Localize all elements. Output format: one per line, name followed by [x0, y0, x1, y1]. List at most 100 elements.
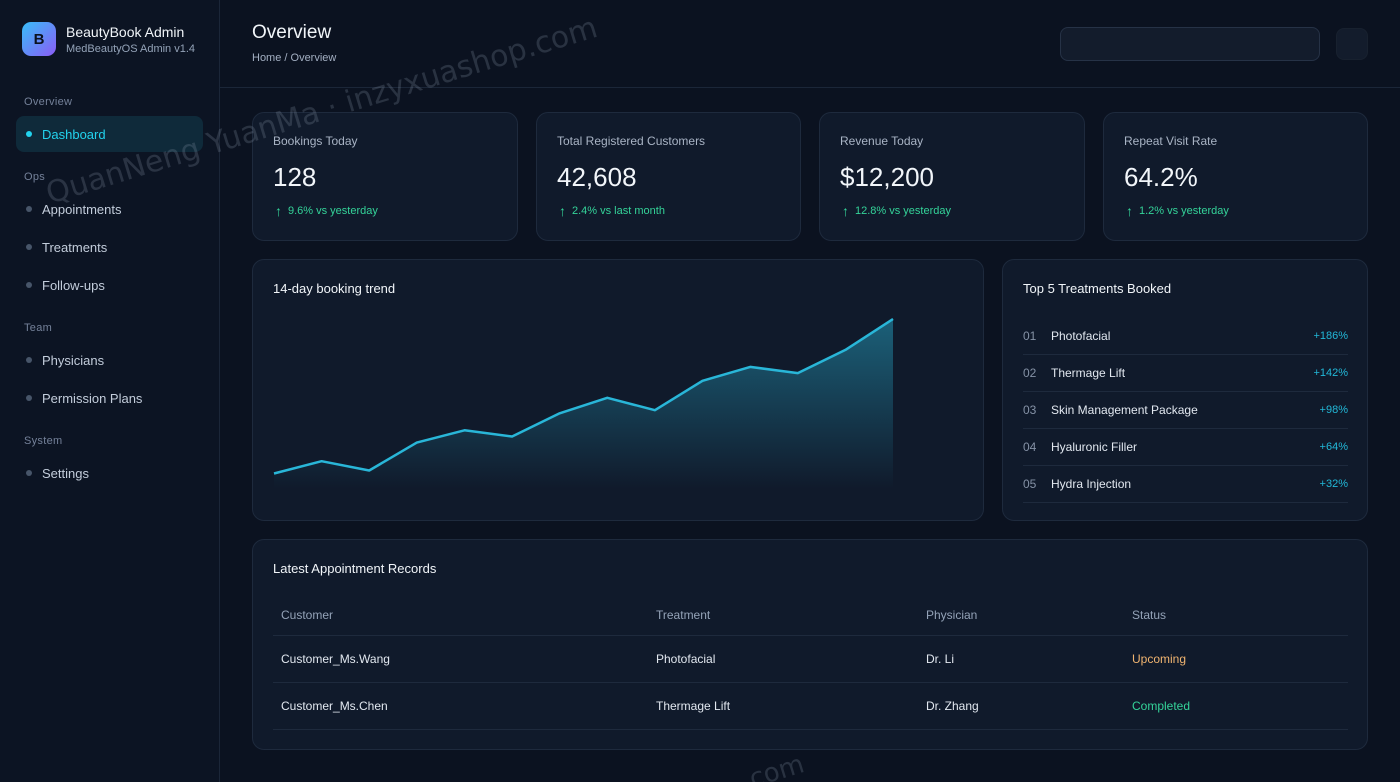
brand-subtitle: MedBeautyOS Admin v1.4 — [66, 42, 196, 55]
stat-delta: ↑ 1.2% vs yesterday — [1126, 203, 1229, 219]
active-dot-icon — [26, 131, 32, 137]
arrow-up-icon: ↑ — [559, 203, 566, 219]
trend-point[interactable] — [891, 317, 895, 321]
treatment-name: Hydra Injection — [1051, 477, 1132, 491]
cell-physician: Dr. Li — [926, 652, 955, 666]
trend-line — [273, 317, 894, 475]
treatment-change: +98% — [1319, 404, 1348, 416]
stat-value: 64.2% — [1124, 162, 1198, 192]
table-row[interactable]: Customer_Ms.Chen Thermage Lift Dr. Zhang… — [273, 683, 1348, 730]
list-item[interactable]: 05 Hydra Injection +32% — [1023, 466, 1348, 503]
dot-icon — [26, 395, 32, 401]
column-header-physician[interactable]: Physician — [926, 608, 978, 622]
stat-delta-text: 2.4% vs last month — [572, 205, 665, 217]
treatment-name: Skin Management Package — [1051, 403, 1198, 417]
breadcrumb[interactable]: Home / Overview — [252, 52, 337, 64]
list-item[interactable]: 01 Photofacial +186% — [1023, 318, 1348, 355]
appointments-card: Latest Appointment Records Customer Trea… — [252, 539, 1368, 750]
stat-delta-text: 12.8% vs yesterday — [855, 205, 951, 217]
treatment-change: +64% — [1319, 441, 1348, 453]
brand[interactable]: B BeautyBook Admin MedBeautyOS Admin v1.… — [22, 22, 195, 56]
treatment-change: +32% — [1319, 478, 1348, 490]
brand-text: BeautyBook Admin MedBeautyOS Admin v1.4 — [66, 23, 195, 56]
search-input[interactable] — [1060, 27, 1320, 61]
stat-value: 42,608 — [557, 162, 637, 192]
list-item[interactable]: 02 Thermage Lift +142% — [1023, 355, 1348, 392]
trend-point[interactable] — [320, 459, 324, 463]
brand-title: BeautyBook Admin — [66, 23, 185, 40]
treatment-change: +186% — [1313, 330, 1348, 342]
nav-section-team: Team — [24, 322, 53, 334]
treatment-name: Hyaluronic Filler — [1051, 440, 1138, 454]
sidebar-item-dashboard[interactable]: Dashboard — [16, 116, 203, 152]
stat-card-repeat-visit-rate: Repeat Visit Rate 64.2% ↑ 1.2% vs yester… — [1103, 112, 1368, 241]
sidebar-item-appointments[interactable]: Appointments — [16, 191, 203, 227]
arrow-up-icon: ↑ — [1126, 203, 1133, 219]
trend-point[interactable] — [605, 396, 609, 400]
header-action-button[interactable] — [1336, 28, 1368, 60]
sidebar: B BeautyBook Admin MedBeautyOS Admin v1.… — [0, 0, 220, 782]
stat-label: Revenue Today — [840, 134, 924, 148]
cell-treatment: Photofacial — [656, 652, 716, 666]
arrow-up-icon: ↑ — [275, 203, 282, 219]
trend-point[interactable] — [367, 468, 371, 472]
sidebar-item-follow-ups[interactable]: Follow-ups — [16, 267, 203, 303]
sidebar-item-label: Dashboard — [42, 126, 106, 142]
stat-label: Repeat Visit Rate — [1124, 134, 1218, 148]
sidebar-item-physicians[interactable]: Physicians — [16, 342, 203, 378]
trend-point[interactable] — [510, 434, 514, 438]
treatment-name: Thermage Lift — [1051, 366, 1126, 380]
sidebar-item-treatments[interactable]: Treatments — [16, 229, 203, 265]
cell-customer: Customer_Ms.Chen — [281, 699, 388, 713]
arrow-up-icon: ↑ — [842, 203, 849, 219]
trend-point[interactable] — [748, 365, 752, 369]
trend-point[interactable] — [558, 411, 562, 415]
top-header: Overview Home / Overview — [220, 0, 1400, 88]
stat-delta-text: 9.6% vs yesterday — [288, 205, 378, 217]
rank-number: 04 — [1023, 440, 1037, 454]
cell-customer: Customer_Ms.Wang — [281, 652, 390, 666]
trend-point[interactable] — [272, 472, 276, 476]
column-header-customer[interactable]: Customer — [281, 608, 334, 622]
appointments-table: Customer Treatment Physician Status Cust… — [273, 595, 1348, 730]
dot-icon — [26, 206, 32, 212]
sidebar-item-settings[interactable]: Settings — [16, 455, 203, 491]
dot-icon — [26, 470, 32, 476]
stat-delta-text: 1.2% vs yesterday — [1139, 205, 1229, 217]
trend-point[interactable] — [796, 371, 800, 375]
trend-point[interactable] — [653, 408, 657, 412]
page-title: Overview — [252, 22, 332, 43]
nav-section-system: System — [24, 435, 63, 447]
trend-area — [274, 319, 893, 489]
rank-number: 05 — [1023, 477, 1037, 491]
table-header: Customer Treatment Physician Status — [273, 595, 1348, 636]
list-item[interactable]: 03 Skin Management Package +98% — [1023, 392, 1348, 429]
list-item[interactable]: 04 Hyaluronic Filler +64% — [1023, 429, 1348, 466]
stat-card-total-customers: Total Registered Customers 42,608 ↑ 2.4%… — [536, 112, 801, 241]
sidebar-item-label: Permission Plans — [42, 390, 143, 406]
column-header-treatment[interactable]: Treatment — [656, 608, 711, 622]
trend-point[interactable] — [843, 348, 847, 352]
top-treatments-list: 01 Photofacial +186% 02 Thermage Lift +1… — [1023, 318, 1348, 503]
trend-point[interactable] — [415, 441, 419, 445]
trend-point[interactable] — [701, 379, 705, 383]
stat-card-bookings-today: Bookings Today 128 ↑ 9.6% vs yesterday — [252, 112, 518, 241]
cell-physician: Dr. Zhang — [926, 699, 979, 713]
sidebar-item-permission-plans[interactable]: Permission Plans — [16, 380, 203, 416]
treatment-change: +142% — [1313, 367, 1348, 379]
table-row[interactable]: Customer_Ms.Wang Photofacial Dr. Li Upco… — [273, 636, 1348, 683]
stat-delta: ↑ 12.8% vs yesterday — [842, 203, 951, 219]
top-treatments-card: Top 5 Treatments Booked 01 Photofacial +… — [1002, 259, 1368, 521]
sidebar-item-label: Physicians — [42, 352, 105, 368]
trend-point[interactable] — [462, 428, 466, 432]
nav-section-ops: Ops — [24, 171, 46, 183]
stat-value: 128 — [273, 162, 317, 192]
column-header-status[interactable]: Status — [1132, 608, 1167, 622]
status-badge: Completed — [1132, 699, 1191, 713]
dot-icon — [26, 357, 32, 363]
stat-value: $12,200 — [840, 162, 934, 192]
stat-delta: ↑ 2.4% vs last month — [559, 203, 665, 219]
dot-icon — [26, 244, 32, 250]
stat-label: Total Registered Customers — [557, 134, 706, 148]
status-badge: Upcoming — [1132, 652, 1187, 666]
